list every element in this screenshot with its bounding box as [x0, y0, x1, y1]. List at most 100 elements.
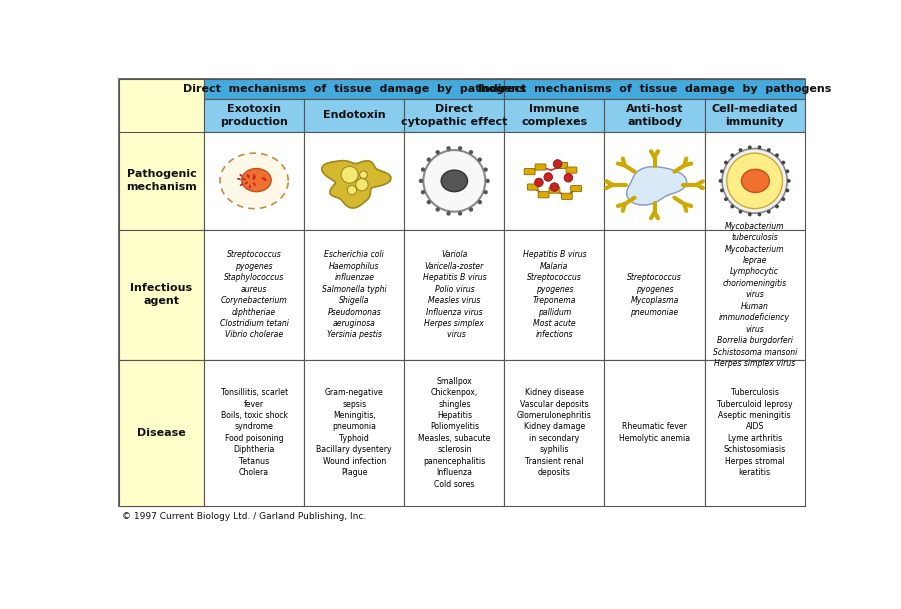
Text: Disease: Disease — [137, 428, 186, 438]
Text: Mycobacterium
tuberculosis
Mycobacterium
leprae
Lymphocytic
choriomeningitis
vir: Mycobacterium tuberculosis Mycobacterium… — [713, 222, 796, 368]
FancyBboxPatch shape — [204, 99, 305, 132]
Circle shape — [767, 148, 770, 152]
Ellipse shape — [253, 182, 256, 186]
Circle shape — [427, 158, 431, 162]
Circle shape — [731, 205, 734, 208]
Circle shape — [787, 179, 791, 183]
Circle shape — [720, 189, 724, 192]
FancyBboxPatch shape — [705, 99, 805, 132]
Ellipse shape — [253, 174, 255, 178]
Ellipse shape — [247, 174, 249, 178]
Polygon shape — [322, 161, 391, 208]
Ellipse shape — [261, 177, 266, 180]
Circle shape — [435, 150, 440, 154]
FancyBboxPatch shape — [405, 132, 505, 230]
Circle shape — [484, 167, 487, 172]
Text: Pathogenic
mechanism: Pathogenic mechanism — [126, 169, 196, 192]
Text: © 1997 Current Biology Ltd. / Garland Publishing, Inc.: © 1997 Current Biology Ltd. / Garland Pu… — [122, 512, 366, 521]
Text: Variola
Varicella-zoster
Hepatitis B virus
Polio virus
Measles virus
Influenza v: Variola Varicella-zoster Hepatitis B vir… — [423, 250, 487, 339]
Ellipse shape — [248, 175, 250, 178]
FancyBboxPatch shape — [405, 230, 505, 359]
FancyBboxPatch shape — [305, 132, 405, 230]
Circle shape — [341, 166, 358, 183]
Circle shape — [423, 150, 486, 212]
FancyBboxPatch shape — [705, 230, 805, 359]
FancyBboxPatch shape — [549, 187, 560, 193]
Circle shape — [564, 174, 573, 182]
Ellipse shape — [253, 177, 256, 180]
Text: Smallpox
Chickenpox,
shingles
Hepatitis
Poliomyelitis
Measles, subacute
sclerosi: Smallpox Chickenpox, shingles Hepatitis … — [418, 376, 490, 488]
FancyBboxPatch shape — [505, 230, 605, 359]
Ellipse shape — [441, 170, 468, 192]
Circle shape — [458, 146, 462, 150]
FancyBboxPatch shape — [505, 79, 805, 99]
Circle shape — [767, 209, 770, 214]
Circle shape — [739, 209, 742, 214]
FancyBboxPatch shape — [605, 99, 705, 132]
FancyBboxPatch shape — [557, 163, 568, 169]
FancyBboxPatch shape — [705, 132, 805, 230]
Text: Hepatitis B virus
Malaria
Streptococcus
pyogenes
Treponema
pallidum
Most acute
i: Hepatitis B virus Malaria Streptococcus … — [523, 250, 587, 339]
Text: Exotoxin
production: Exotoxin production — [220, 104, 288, 127]
FancyBboxPatch shape — [405, 99, 505, 132]
Circle shape — [478, 200, 482, 204]
Ellipse shape — [241, 169, 271, 192]
Circle shape — [748, 213, 751, 216]
Circle shape — [786, 169, 789, 173]
Text: Indirect  mechanisms  of  tissue  damage  by  pathogens: Indirect mechanisms of tissue damage by … — [478, 84, 832, 94]
FancyBboxPatch shape — [538, 192, 549, 198]
Text: Cell-mediated
immunity: Cell-mediated immunity — [712, 104, 798, 127]
Circle shape — [731, 153, 734, 157]
FancyBboxPatch shape — [119, 132, 204, 230]
Circle shape — [356, 178, 369, 191]
Circle shape — [484, 190, 487, 194]
Circle shape — [421, 190, 425, 194]
Text: Anti-host
antibody: Anti-host antibody — [626, 104, 683, 127]
Ellipse shape — [742, 169, 769, 192]
Circle shape — [435, 208, 440, 212]
Ellipse shape — [242, 178, 246, 180]
FancyBboxPatch shape — [705, 359, 805, 506]
FancyBboxPatch shape — [570, 186, 581, 192]
Ellipse shape — [249, 185, 250, 189]
Circle shape — [781, 197, 786, 201]
Circle shape — [446, 146, 450, 150]
FancyBboxPatch shape — [505, 99, 605, 132]
Circle shape — [786, 189, 789, 192]
Ellipse shape — [252, 176, 255, 180]
Circle shape — [775, 153, 779, 157]
Text: Endotoxin: Endotoxin — [323, 110, 386, 121]
FancyBboxPatch shape — [119, 79, 805, 506]
Ellipse shape — [222, 155, 287, 207]
Circle shape — [486, 178, 490, 183]
FancyBboxPatch shape — [527, 184, 538, 190]
Circle shape — [720, 169, 724, 173]
Polygon shape — [627, 167, 687, 205]
Circle shape — [359, 171, 368, 178]
Text: Streptococcus
pyogenes
Mycoplasma
pneumoniae: Streptococcus pyogenes Mycoplasma pneumo… — [627, 273, 682, 317]
Circle shape — [724, 197, 728, 201]
Text: Rheumatic fever
Hemolytic anemia: Rheumatic fever Hemolytic anemia — [619, 423, 690, 443]
FancyBboxPatch shape — [524, 169, 535, 175]
Circle shape — [478, 158, 482, 162]
FancyBboxPatch shape — [119, 79, 204, 506]
Text: Immune
complexes: Immune complexes — [522, 104, 587, 127]
Text: Kidney disease
Vascular deposits
Glomerulonephritis
Kidney damage
in secondary
s: Kidney disease Vascular deposits Glomeru… — [517, 388, 592, 477]
Circle shape — [427, 200, 431, 204]
FancyBboxPatch shape — [505, 132, 605, 230]
FancyBboxPatch shape — [561, 193, 572, 199]
FancyBboxPatch shape — [119, 230, 204, 359]
Circle shape — [551, 183, 559, 191]
FancyBboxPatch shape — [305, 99, 405, 132]
Ellipse shape — [237, 178, 241, 180]
Ellipse shape — [240, 174, 242, 177]
FancyBboxPatch shape — [119, 359, 204, 506]
Circle shape — [722, 149, 787, 213]
FancyBboxPatch shape — [204, 230, 305, 359]
FancyBboxPatch shape — [505, 359, 605, 506]
Text: Streptococcus
pyogenes
Staphylococcus
aureus
Corynebacterium
diphtheriae
Clostri: Streptococcus pyogenes Staphylococcus au… — [220, 250, 288, 339]
Text: Direct
cytopathic effect: Direct cytopathic effect — [401, 104, 507, 127]
Circle shape — [421, 167, 425, 172]
Circle shape — [458, 211, 462, 216]
FancyBboxPatch shape — [204, 79, 505, 99]
